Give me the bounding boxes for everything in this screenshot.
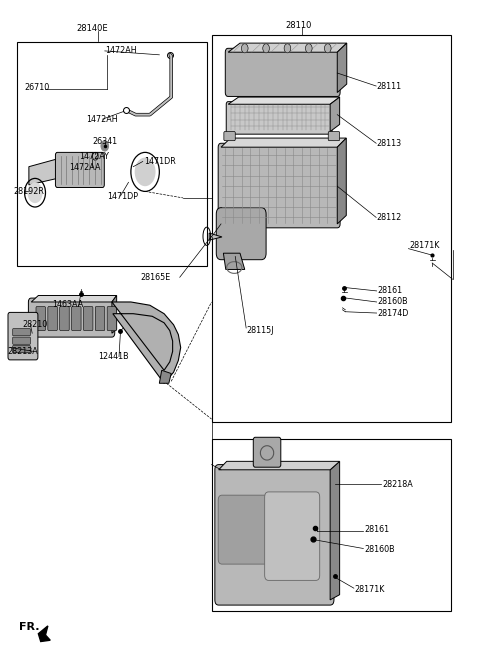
FancyBboxPatch shape	[72, 306, 81, 331]
Circle shape	[241, 44, 248, 53]
Text: 28218A: 28218A	[383, 480, 413, 489]
FancyBboxPatch shape	[56, 152, 104, 188]
FancyBboxPatch shape	[253, 438, 281, 467]
Text: 1471DP: 1471DP	[107, 192, 138, 201]
Circle shape	[284, 44, 291, 53]
FancyBboxPatch shape	[218, 495, 278, 564]
Text: 28165E: 28165E	[140, 273, 170, 282]
Text: 28160B: 28160B	[378, 297, 408, 306]
FancyBboxPatch shape	[226, 102, 332, 134]
Text: 1472AA: 1472AA	[69, 163, 101, 172]
Polygon shape	[330, 97, 340, 132]
FancyBboxPatch shape	[13, 346, 30, 353]
Polygon shape	[228, 97, 340, 104]
Polygon shape	[159, 370, 171, 383]
Polygon shape	[29, 159, 57, 185]
Polygon shape	[228, 43, 347, 52]
Circle shape	[263, 44, 269, 53]
FancyBboxPatch shape	[328, 132, 340, 140]
Text: 28160B: 28160B	[364, 544, 395, 554]
Polygon shape	[112, 295, 117, 333]
Text: 28115J: 28115J	[246, 326, 274, 335]
FancyBboxPatch shape	[48, 306, 57, 331]
FancyBboxPatch shape	[8, 312, 38, 360]
Polygon shape	[112, 302, 180, 383]
Polygon shape	[221, 138, 346, 147]
Text: 28174D: 28174D	[378, 308, 409, 318]
FancyBboxPatch shape	[216, 208, 266, 260]
Polygon shape	[223, 253, 245, 270]
FancyBboxPatch shape	[84, 306, 93, 331]
Polygon shape	[337, 43, 347, 92]
FancyBboxPatch shape	[224, 132, 235, 140]
Text: 28161: 28161	[364, 525, 389, 534]
Polygon shape	[330, 461, 340, 600]
Text: 12441B: 12441B	[98, 352, 129, 361]
FancyBboxPatch shape	[225, 49, 340, 96]
FancyBboxPatch shape	[215, 464, 334, 605]
FancyBboxPatch shape	[28, 298, 115, 337]
FancyBboxPatch shape	[96, 306, 105, 331]
Text: 28112: 28112	[377, 213, 402, 222]
Polygon shape	[38, 626, 50, 642]
Bar	[212, 439, 451, 611]
Bar	[212, 35, 451, 422]
FancyBboxPatch shape	[107, 306, 117, 331]
Polygon shape	[209, 233, 222, 240]
Text: 1463AA: 1463AA	[53, 300, 84, 309]
Text: 1471DR: 1471DR	[144, 157, 176, 166]
FancyBboxPatch shape	[264, 492, 320, 581]
Polygon shape	[31, 295, 117, 302]
FancyBboxPatch shape	[36, 306, 46, 331]
Text: 28111: 28111	[377, 81, 402, 91]
FancyBboxPatch shape	[60, 306, 69, 331]
Text: 1472AY: 1472AY	[79, 152, 108, 161]
FancyBboxPatch shape	[13, 329, 30, 336]
Circle shape	[27, 182, 43, 203]
Text: 28171K: 28171K	[410, 241, 440, 250]
Text: 26710: 26710	[24, 83, 50, 92]
FancyBboxPatch shape	[218, 143, 340, 228]
Polygon shape	[219, 461, 340, 470]
Text: 28113: 28113	[377, 139, 402, 148]
Bar	[17, 42, 207, 266]
Circle shape	[101, 140, 108, 151]
Text: 1472AH: 1472AH	[86, 115, 118, 124]
Text: 28161: 28161	[378, 287, 403, 295]
Text: 1472AH: 1472AH	[105, 46, 136, 54]
Text: FR.: FR.	[19, 622, 40, 632]
Text: 28213A: 28213A	[8, 347, 38, 356]
FancyBboxPatch shape	[13, 337, 30, 344]
Text: 28110: 28110	[285, 21, 312, 30]
Circle shape	[135, 157, 156, 186]
Polygon shape	[337, 138, 346, 224]
Text: 28140E: 28140E	[76, 24, 108, 33]
Text: 28192R: 28192R	[13, 187, 44, 196]
Text: 28171K: 28171K	[355, 585, 385, 594]
Circle shape	[324, 44, 331, 53]
Circle shape	[305, 44, 312, 53]
Text: 28210: 28210	[23, 319, 48, 329]
Text: 26341: 26341	[92, 138, 117, 146]
